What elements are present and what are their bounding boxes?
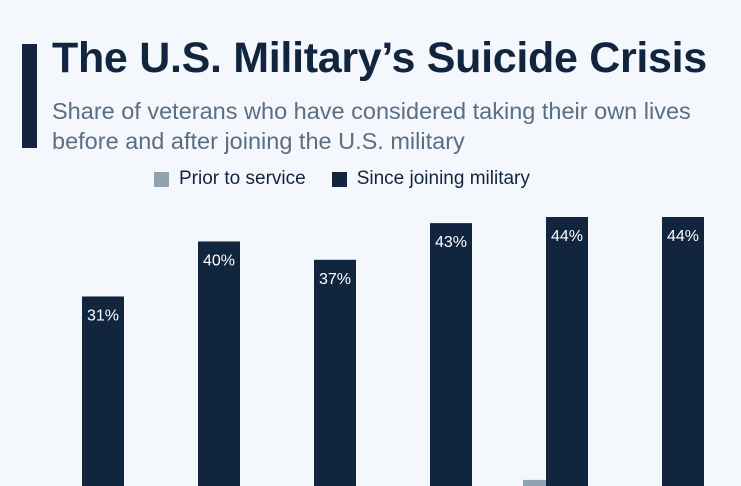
legend-swatch-since xyxy=(331,171,347,187)
data-label-since-0: 31% xyxy=(87,307,119,324)
bar-since-3 xyxy=(430,223,472,486)
data-label-since-2: 37% xyxy=(319,271,351,288)
bar-since-5 xyxy=(662,217,704,486)
chart-subtitle: Share of veterans who have considered ta… xyxy=(52,98,691,154)
legend-label-since: Since joining military xyxy=(356,168,530,189)
title-accent-bar xyxy=(22,44,37,148)
bar-since-1 xyxy=(198,241,240,486)
chart-title: The U.S. Military’s Suicide Crisis xyxy=(52,34,707,82)
data-label-since-1: 40% xyxy=(203,252,235,269)
legend-item-prior: Prior to service xyxy=(154,168,306,190)
bar-prior-4 xyxy=(523,479,565,486)
data-label-since-5: 44% xyxy=(667,228,699,245)
data-label-since-3: 43% xyxy=(435,234,467,251)
bar-since-4 xyxy=(546,217,588,486)
legend-label-prior: Prior to service xyxy=(179,168,306,189)
legend-swatch-prior xyxy=(154,171,169,187)
chart-legend: Prior to service Since joining military xyxy=(154,168,556,190)
bar-since-2 xyxy=(314,259,356,486)
data-label-since-4: 44% xyxy=(551,228,583,245)
legend-item-since: Since joining military xyxy=(331,168,530,190)
bar-since-0 xyxy=(82,296,124,486)
